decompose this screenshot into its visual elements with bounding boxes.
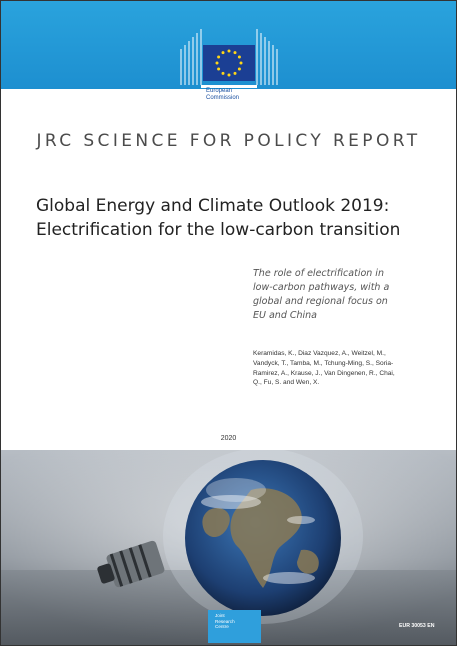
jrc-badge (208, 610, 261, 643)
report-code: EUR 30053 EN (399, 623, 435, 629)
light-bulb-with-earth-globe (1, 450, 456, 645)
jrc-badge-label: Joint Research Centre (215, 613, 235, 629)
report-subtitle: The role of electrification in low-carbo… (253, 268, 390, 321)
publisher-name: European Commission (206, 88, 240, 101)
eu-flag-building-logo (179, 23, 279, 111)
publication-year: 2020 (220, 435, 237, 442)
author-list: Keramidas, K., Diaz Vazquez, A., Weitzel… (253, 350, 395, 387)
report-title: Global Energy and Climate Outlook 2019: … (36, 196, 401, 240)
report-type: JRC SCIENCE FOR POLICY REPORT (36, 131, 421, 151)
